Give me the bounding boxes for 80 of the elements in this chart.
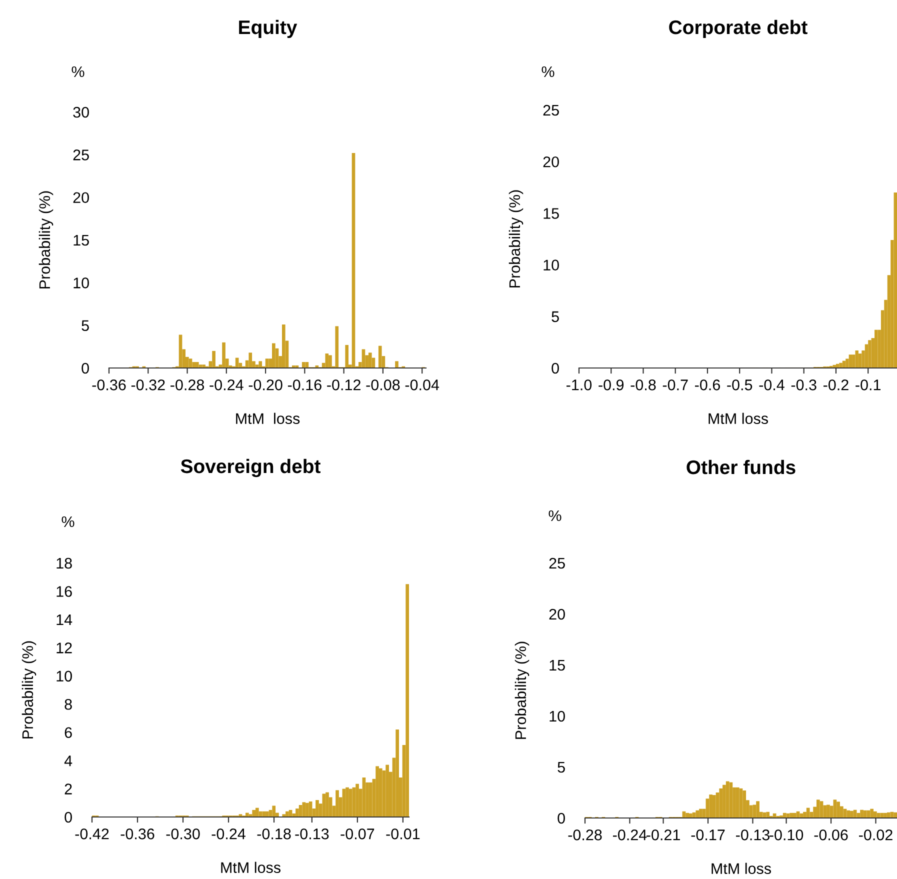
y-tick-label: 20 <box>73 192 89 204</box>
chart-title: Equity <box>239 20 298 38</box>
y-tick-label: 10 <box>550 710 565 722</box>
x-axis-title: MtM loss <box>712 862 772 874</box>
x-tick-label: -0.6 <box>695 380 720 390</box>
x-tick-label: -0.24 <box>210 380 244 390</box>
y-axis-title: Probability (%) <box>508 190 524 288</box>
x-tick-label: -0.32 <box>131 380 165 390</box>
y-tick-label: 15 <box>544 208 559 219</box>
x-tick-label: -0.1 <box>856 380 881 390</box>
x-tick-label: -0.12 <box>327 380 360 390</box>
x-tick-label: -0.3 <box>791 380 816 390</box>
y-tick-label: 0 <box>64 812 72 823</box>
text: % <box>72 66 84 78</box>
y-tick-label: 25 <box>543 104 559 116</box>
x-tick-label: -0.04 <box>405 380 440 390</box>
y-tick-label: 30 <box>73 106 89 118</box>
x-tick-label: -0.20 <box>248 380 282 390</box>
y-tick-label: 20 <box>543 156 559 168</box>
x-tick-label: -0.17 <box>691 830 725 840</box>
x-tick-label: -0.01 <box>386 828 420 840</box>
y-tick-label: 12 <box>56 642 72 654</box>
x-tick-label: -0.7 <box>662 380 688 390</box>
chart-title: Corporate debt <box>669 20 808 38</box>
x-tick-label: -0.13 <box>736 830 770 840</box>
y-tick-label: 25 <box>73 150 89 160</box>
x-axis-title: MtM loss <box>221 862 281 874</box>
y-tick-label: 0 <box>552 362 559 374</box>
x-tick-label: -0.36 <box>92 380 126 390</box>
x-tick-label: -0.07 <box>340 828 374 840</box>
y-axis-title: Probability (%) <box>514 642 530 739</box>
x-tick-label: -0.24 <box>212 828 246 840</box>
x-tick-label: -0.8 <box>630 380 656 390</box>
y-tick-label: 2 <box>64 784 72 794</box>
y-tick-label: 16 <box>56 586 72 597</box>
y-tick-label: 18 <box>56 558 72 569</box>
x-tick-label: -1.0 <box>566 380 592 390</box>
y-tick-label: 0 <box>82 362 89 374</box>
x-tick-label: -0.36 <box>120 828 154 840</box>
y-tick-label: 8 <box>64 698 72 710</box>
y-axis-title: Probability (%) <box>22 641 36 738</box>
text: % <box>548 510 562 522</box>
x-tick-label: -0.18 <box>257 828 291 840</box>
x-tick-label: -0.08 <box>366 380 400 390</box>
chart-title: Other funds <box>686 460 796 474</box>
x-tick-label: -0.4 <box>759 380 784 390</box>
x-tick-label: -0.9 <box>598 380 624 390</box>
x-tick-label: -0.21 <box>646 830 680 840</box>
y-tick-label: 15 <box>550 660 565 671</box>
x-tick-label: -0.13 <box>295 828 329 840</box>
x-tick-label: -0.42 <box>75 828 109 840</box>
x-tick-label: -0.28 <box>568 830 602 840</box>
x-tick-label: -0.06 <box>814 830 848 840</box>
text: % <box>542 66 554 78</box>
y-tick-label: 25 <box>549 558 565 569</box>
x-tick-label: -0.02 <box>859 830 892 840</box>
y-tick-label: 5 <box>82 320 89 332</box>
y-tick-label: 6 <box>64 727 72 738</box>
x-tick-label: -0.28 <box>170 380 204 390</box>
x-tick-label: -0.30 <box>166 828 200 840</box>
y-tick-label: 10 <box>74 278 89 288</box>
chart-title: Sovereign debt <box>180 458 320 478</box>
x-tick-label: -0.10 <box>770 830 804 840</box>
x-tick-label: -0.16 <box>288 380 322 390</box>
x-axis-title: MtM loss <box>236 412 300 424</box>
x-axis-title: MtM loss <box>708 412 768 424</box>
y-tick-label: 0 <box>558 812 565 824</box>
y-tick-label: 5 <box>558 762 565 773</box>
x-tick-label: -0.5 <box>727 380 752 390</box>
text: % <box>62 516 74 528</box>
x-tick-label: -0.2 <box>823 380 848 390</box>
x-tick-label: -0.24 <box>613 830 647 840</box>
y-tick-label: 14 <box>56 614 72 625</box>
y-tick-label: 10 <box>544 260 559 270</box>
y-tick-label: 15 <box>74 235 89 246</box>
y-tick-label: 20 <box>549 608 565 620</box>
y-tick-label: 4 <box>64 756 72 766</box>
y-tick-label: 10 <box>56 670 72 682</box>
y-axis-title: Probability (%) <box>38 191 54 288</box>
y-tick-label: 5 <box>552 311 559 322</box>
